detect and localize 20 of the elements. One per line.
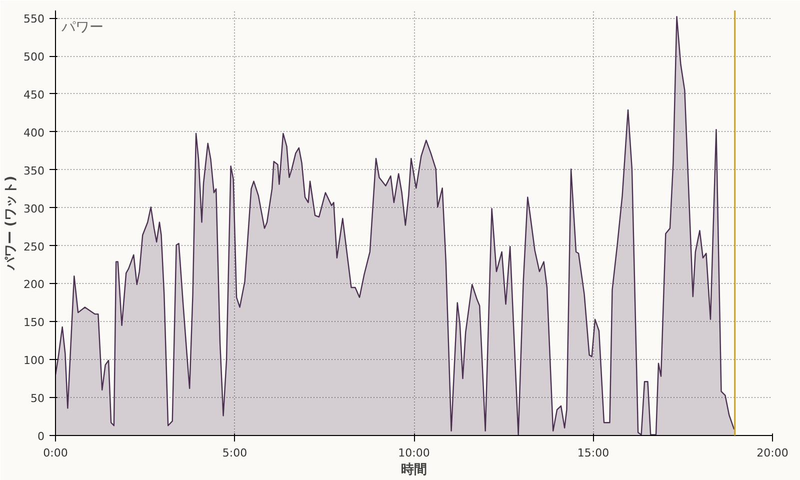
x-tick-label: 5:00	[222, 446, 248, 460]
x-tick-label: 10:00	[398, 446, 430, 460]
text: パワー	[60, 20, 104, 36]
y-tick-label: 500	[24, 50, 45, 64]
y-tick-label: 50	[30, 392, 45, 406]
y-tick-label: 350	[24, 164, 45, 178]
y-tick-label: 150	[24, 316, 45, 330]
y-tick-label: 300	[24, 202, 45, 216]
y-tick-label: 400	[24, 126, 45, 140]
y-tick-label: 250	[24, 240, 45, 254]
x-tick-label: 15:00	[577, 446, 610, 460]
x-tick-label: 20:00	[756, 446, 788, 460]
y-tick-label: 450	[24, 88, 45, 102]
y-axis-title: パワー (ワット)	[4, 176, 19, 272]
y-tick-label: 0	[38, 430, 44, 443]
y-tick-label: 550	[24, 12, 45, 26]
y-tick-label: 200	[24, 278, 45, 292]
y-tick-label: 100	[24, 354, 45, 368]
x-axis-title: 時間	[401, 462, 427, 478]
x-tick-label: 0:00	[43, 446, 68, 460]
